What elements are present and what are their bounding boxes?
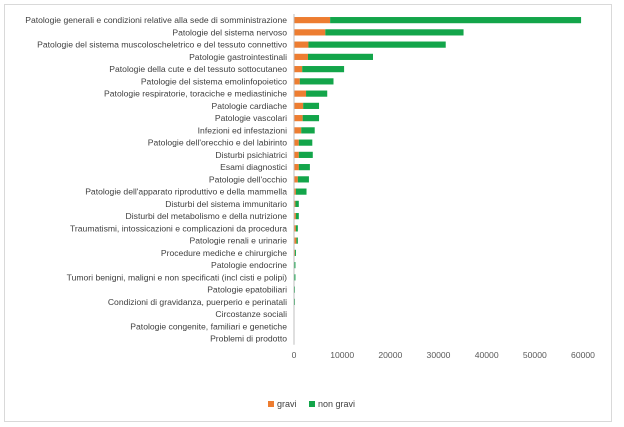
category-label: Patologie dell'occhio: [209, 174, 287, 184]
category-label: Patologie respiratorie, toraciche e medi…: [104, 89, 287, 99]
bar-gravi: [294, 66, 303, 73]
bar-gravi: [294, 115, 303, 122]
x-tick-label: 20000: [378, 350, 402, 360]
bar-non-gravi: [294, 274, 296, 281]
category-label: Patologie del sistema muscoloscheletrico…: [37, 40, 287, 50]
bar-gravi: [294, 41, 309, 48]
category-label: Patologie dell'orecchio e del labirinto: [148, 138, 287, 148]
category-label: Patologie dell'apparato riproduttivo e d…: [85, 187, 287, 197]
bar-non-gravi: [298, 139, 313, 146]
bar-non-gravi: [298, 164, 310, 171]
bar-non-gravi: [298, 151, 313, 158]
category-labels: Patologie generali e condizioni relative…: [25, 15, 287, 344]
x-tick-label: 40000: [475, 350, 499, 360]
bar-non-gravi: [306, 90, 328, 97]
bar-non-gravi: [307, 53, 373, 60]
x-tick-label: 0: [292, 350, 297, 360]
bar-non-gravi: [301, 127, 315, 134]
category-label: Patologie gastrointestinali: [189, 52, 287, 62]
bar-gravi: [294, 151, 299, 158]
bar-gravi: [294, 164, 299, 171]
category-label: Patologie del sistema emolinfopoietico: [141, 76, 287, 86]
category-label: Tumori benigni, maligni e non specificat…: [67, 272, 287, 282]
bar-non-gravi: [296, 237, 298, 244]
x-tick-label: 60000: [571, 350, 595, 360]
bar-non-gravi: [303, 102, 320, 109]
x-tick-label: 10000: [330, 350, 354, 360]
category-label: Disturbi psichiatrici: [215, 150, 287, 160]
legend-non-gravi-swatch: [309, 401, 315, 407]
bar-gravi: [294, 102, 304, 109]
x-tick-label: 50000: [523, 350, 547, 360]
bar-gravi: [294, 53, 308, 60]
bar-non-gravi: [294, 249, 296, 256]
category-label: Patologie generali e condizioni relative…: [25, 15, 287, 25]
category-label: Traumatismi, intossicazioni e complicazi…: [70, 223, 287, 233]
category-label: Disturbi del metabolismo e della nutrizi…: [126, 211, 288, 221]
bar-non-gravi: [295, 188, 307, 195]
category-label: Patologie endocrine: [211, 260, 287, 270]
bar-gravi: [294, 200, 296, 207]
bar-non-gravi: [295, 200, 299, 207]
category-label: Circostanze sociali: [215, 309, 287, 319]
category-label: Procedure mediche e chirurgiche: [161, 248, 287, 258]
bar-gravi: [294, 188, 296, 195]
bar-gravi: [294, 78, 300, 85]
legend: gravi non gravi: [268, 399, 355, 409]
bar-non-gravi: [308, 41, 446, 48]
bar-non-gravi: [295, 225, 298, 232]
bar-gravi: [294, 139, 299, 146]
category-label: Problemi di prodotto: [210, 334, 287, 344]
bar-gravi: [294, 225, 296, 232]
bar-non-gravi: [330, 17, 582, 24]
category-label: Patologie del sistema nervoso: [172, 27, 287, 37]
category-label: Patologie renali e urinarie: [190, 236, 288, 246]
legend-gravi-swatch: [268, 401, 274, 407]
legend-gravi-label: gravi: [277, 399, 297, 409]
bar-chart: Patologie generali e condizioni relative…: [25, 14, 596, 409]
chart-frame: Patologie generali e condizioni relative…: [4, 4, 612, 422]
bar-non-gravi: [295, 213, 299, 220]
bar-gravi: [294, 29, 326, 36]
x-axis-ticks: 0 10000 20000 30000 40000 50000 60000: [292, 350, 596, 360]
category-label: Patologie epatobiliari: [207, 285, 287, 295]
bar-non-gravi: [299, 78, 334, 85]
x-tick-label: 30000: [427, 350, 451, 360]
bar-gravi: [294, 176, 298, 183]
bar-gravi: [294, 213, 296, 220]
bar-non-gravi: [302, 66, 345, 73]
bar-non-gravi: [325, 29, 464, 36]
category-label: Patologie cardiache: [212, 101, 288, 111]
category-label: Patologie vascolari: [215, 113, 287, 123]
bar-marks: [294, 17, 582, 342]
bar-non-gravi: [294, 262, 296, 269]
bar-non-gravi: [302, 115, 320, 122]
category-label: Infezioni ed infestazioni: [198, 125, 287, 135]
category-label: Patologie della cute e del tessuto sotto…: [109, 64, 287, 74]
category-label: Esami diagnostici: [220, 162, 287, 172]
bar-gravi: [294, 127, 302, 134]
bar-non-gravi: [297, 176, 309, 183]
legend-non-gravi-label: non gravi: [318, 399, 355, 409]
category-label: Patologie congenite, familiari e genetic…: [130, 321, 287, 331]
category-label: Disturbi del sistema immunitario: [165, 199, 287, 209]
bar-gravi: [294, 237, 297, 244]
bar-gravi: [294, 17, 331, 24]
bar-gravi: [294, 90, 307, 97]
category-label: Condizioni di gravidanza, puerperio e pe…: [108, 297, 287, 307]
